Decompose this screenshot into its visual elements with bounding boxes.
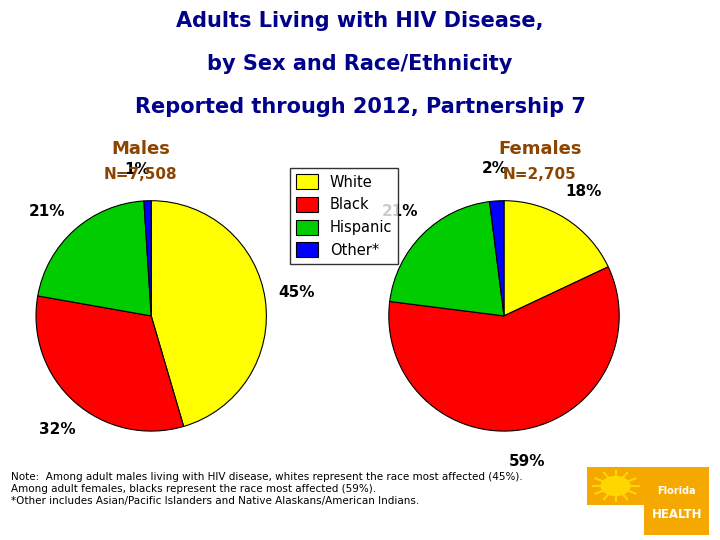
Legend: White, Black, Hispanic, Other*: White, Black, Hispanic, Other* [290, 168, 398, 264]
Text: 2%: 2% [482, 161, 508, 176]
Text: Florida: Florida [657, 485, 696, 496]
Wedge shape [36, 296, 184, 431]
Wedge shape [390, 201, 504, 316]
Wedge shape [504, 201, 608, 316]
Wedge shape [389, 267, 619, 431]
Text: Males: Males [111, 140, 170, 158]
Text: Adults Living with HIV Disease,: Adults Living with HIV Disease, [176, 11, 544, 31]
Circle shape [601, 476, 630, 496]
Text: Note:  Among adult males living with HIV disease, whites represent the race most: Note: Among adult males living with HIV … [11, 472, 523, 505]
Text: 21%: 21% [29, 204, 66, 219]
Text: N=7,508: N=7,508 [104, 167, 177, 183]
Text: 21%: 21% [382, 204, 418, 219]
Text: N=2,705: N=2,705 [503, 167, 577, 183]
Wedge shape [151, 201, 266, 427]
Text: by Sex and Race/Ethnicity: by Sex and Race/Ethnicity [207, 54, 513, 74]
Text: Females: Females [498, 140, 582, 158]
Text: 45%: 45% [279, 285, 315, 300]
Text: 1%: 1% [125, 161, 150, 177]
Text: 59%: 59% [509, 454, 545, 469]
Wedge shape [144, 201, 151, 316]
Wedge shape [490, 201, 504, 316]
Wedge shape [37, 201, 151, 316]
Text: 18%: 18% [564, 184, 601, 199]
Text: 32%: 32% [39, 422, 76, 437]
Text: HEALTH: HEALTH [652, 508, 702, 521]
Text: Reported through 2012, Partnership 7: Reported through 2012, Partnership 7 [135, 97, 585, 117]
